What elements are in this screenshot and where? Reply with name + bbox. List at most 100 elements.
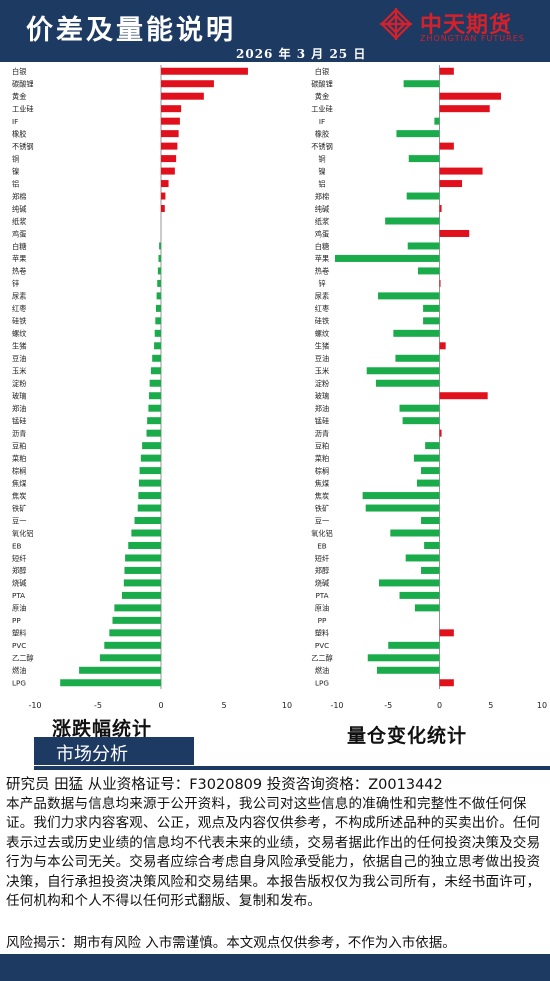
bar-volume-oi — [439, 105, 490, 113]
bar-volume-oi — [439, 142, 454, 150]
category-label: 烧碱 — [12, 579, 26, 588]
bar-volume-oi — [417, 267, 440, 275]
category-label: 豆粕 — [315, 441, 329, 450]
category-label: 苹果 — [315, 254, 329, 263]
bar-volume-oi — [421, 566, 440, 574]
category-label: 红枣 — [12, 304, 26, 313]
category-label: 菜粕 — [315, 454, 329, 463]
bar-price-change — [158, 254, 161, 262]
bar-price-change — [142, 442, 161, 450]
category-label: 乙二醇 — [12, 654, 34, 663]
bar-volume-oi — [390, 529, 440, 537]
category-label: 氧化铝 — [311, 529, 333, 538]
category-label: 红枣 — [315, 304, 329, 313]
category-label: 郑油 — [12, 404, 26, 413]
bar-volume-oi — [423, 317, 440, 325]
category-label: 白银 — [12, 67, 26, 76]
category-label: 铁矿 — [12, 504, 26, 513]
bar-volume-oi — [366, 367, 440, 375]
category-label: 铝 — [12, 179, 19, 188]
category-label: 沥青 — [12, 429, 26, 438]
category-label: 橡胶 — [315, 129, 329, 138]
category-label: 橡胶 — [12, 129, 26, 138]
category-label: 镍 — [318, 167, 325, 176]
category-label: LPG — [315, 679, 329, 688]
category-label: 生猪 — [315, 342, 329, 351]
bar-price-change — [157, 267, 161, 275]
bar-price-change — [131, 529, 161, 537]
category-label: 淀粉 — [315, 379, 329, 388]
x-tick-label: -5 — [94, 701, 102, 710]
category-label: 沥青 — [315, 429, 329, 438]
category-label: IF — [319, 117, 325, 126]
category-label: 鸡蛋 — [12, 229, 26, 238]
bar-volume-oi — [365, 504, 440, 512]
bar-price-change — [149, 379, 161, 387]
category-label: 铜 — [12, 154, 19, 163]
bar-price-change — [161, 105, 182, 113]
bar-volume-oi — [408, 155, 440, 163]
bar-price-change — [157, 279, 161, 287]
market-analysis-label: 市场分析 — [56, 744, 128, 765]
category-label: PVC — [12, 641, 26, 650]
category-label: 玻璃 — [315, 392, 329, 401]
x-tick-label: 10 — [537, 701, 547, 710]
bar-price-change — [137, 504, 161, 512]
x-tick-label: -10 — [330, 701, 343, 710]
bar-price-change — [114, 604, 161, 612]
chart-title-price-change: 涨跌幅统计 — [52, 718, 153, 740]
category-label: 焦炭 — [315, 491, 329, 500]
category-label: 烧碱 — [315, 579, 329, 588]
bar-volume-oi — [393, 329, 440, 337]
bar-price-change — [155, 317, 161, 325]
x-tick-label: -5 — [384, 701, 392, 710]
category-label: 焦煤 — [12, 479, 26, 488]
bar-volume-oi — [399, 591, 440, 599]
category-label: 郑醇 — [12, 566, 26, 575]
chart-title-volume-oi: 量仓变化统计 — [347, 725, 468, 747]
bar-price-change — [148, 404, 161, 412]
bar-price-change — [154, 342, 161, 350]
x-tick-label: 0 — [437, 701, 442, 710]
bar-volume-oi — [439, 279, 441, 287]
category-label: PTA — [12, 591, 25, 600]
bar-price-change — [161, 167, 175, 175]
category-label: 燃油 — [315, 666, 329, 675]
bar-price-change — [60, 679, 162, 687]
logo-text: 中天期货 — [420, 13, 513, 38]
bar-price-change — [161, 67, 248, 75]
category-label: 尿素 — [12, 292, 26, 301]
category-label: 螺纹 — [315, 329, 329, 338]
category-label: 鸡蛋 — [315, 229, 329, 238]
category-label: 豆油 — [12, 354, 26, 363]
category-label: 工业硅 — [311, 104, 333, 113]
bar-volume-oi — [439, 229, 470, 237]
category-label: 纸浆 — [315, 217, 329, 226]
bar-price-change — [112, 616, 161, 624]
bar-volume-oi — [405, 554, 440, 562]
bar-volume-oi — [402, 417, 440, 425]
bar-volume-oi — [367, 654, 440, 662]
category-label: 焦煤 — [315, 479, 329, 488]
category-label: 铜 — [318, 154, 325, 163]
bar-price-change — [152, 354, 161, 362]
category-label: 尿素 — [315, 292, 329, 301]
bar-volume-oi — [424, 541, 440, 549]
bar-price-change — [161, 80, 214, 88]
bar-price-change — [79, 666, 161, 674]
category-label: 热卷 — [12, 267, 26, 276]
category-label: 镍 — [12, 167, 19, 176]
category-label: EB — [317, 541, 327, 550]
bar-volume-oi — [406, 192, 440, 200]
bar-price-change — [123, 579, 161, 587]
category-label: 氧化铝 — [12, 529, 34, 538]
bar-price-change — [149, 392, 161, 400]
category-label: 黄金 — [315, 92, 329, 101]
category-label: 郑油 — [315, 404, 329, 413]
category-label: 不锈钢 — [311, 142, 333, 151]
footer-bar — [0, 954, 550, 981]
category-label: 锌 — [12, 279, 19, 288]
category-label: 豆一 — [12, 516, 26, 525]
bar-volume-oi — [439, 92, 501, 100]
